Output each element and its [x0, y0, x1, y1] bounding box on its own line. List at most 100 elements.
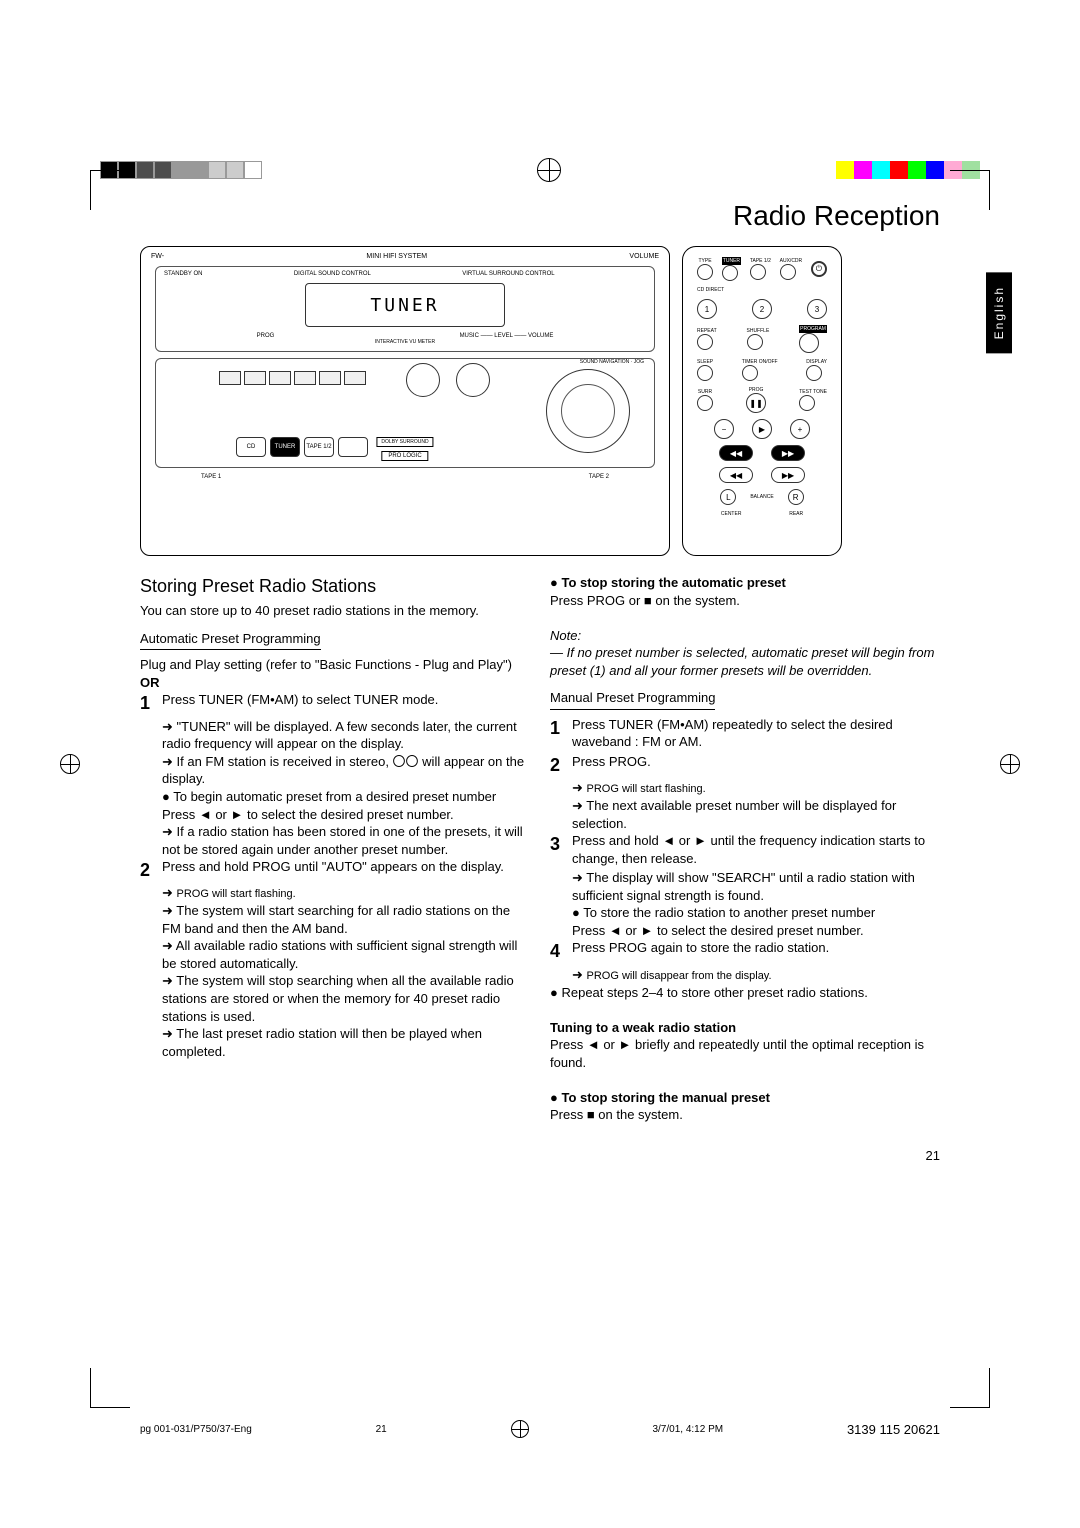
remote-balance-label: BALANCE	[750, 494, 773, 500]
remote-button: 1	[697, 299, 717, 319]
step-detail: PROG will start flashing.	[177, 888, 296, 900]
body-text: Press ■ on the system.	[550, 1106, 940, 1124]
source-cd-button: CD	[236, 437, 266, 457]
remote-tuner-label: TUNER	[722, 257, 741, 265]
source-aux-button	[338, 437, 368, 457]
right-column: ● To stop storing the automatic preset P…	[550, 574, 940, 1124]
body-text: Press ◄ or ► briefly and repeatedly unti…	[550, 1036, 940, 1071]
step-detail: The system will stop searching when all …	[162, 973, 514, 1023]
step-subhead: To begin automatic preset from a desired…	[173, 789, 496, 804]
vu-meter-label: INTERACTIVE VU METER	[164, 339, 646, 345]
subhead: To stop storing the manual preset	[561, 1090, 770, 1105]
remote-sleep-label: SLEEP	[697, 359, 713, 365]
print-footer: pg 001-031/P750/37-Eng 21 3/7/01, 4:12 P…	[140, 1420, 940, 1438]
power-icon: ⏻	[811, 261, 827, 277]
source-tuner-button: TUNER	[270, 437, 300, 457]
page-number: 21	[140, 1148, 940, 1163]
step-detail: The system will start searching for all …	[162, 903, 510, 936]
control-panel: SOUND NAVIGATION · JOG CD TUNER TAPE 1/2…	[155, 358, 655, 468]
page-title: Radio Reception	[140, 200, 940, 232]
crop-corner	[950, 170, 990, 210]
remote-button	[780, 264, 796, 280]
step-number: 1	[140, 691, 162, 715]
footer-code: 3139 115 20621	[847, 1422, 940, 1437]
panel-button	[269, 371, 291, 385]
balance-left: L	[720, 489, 736, 505]
prev-icon: ◀◀	[719, 445, 753, 461]
stereo-front-panel-diagram: FW- MINI HIFI SYSTEM VOLUME STANDBY ON D…	[140, 246, 670, 556]
remote-button	[799, 333, 819, 353]
body-text: Press PROG or ■ on the system.	[550, 592, 940, 610]
intro-text: You can store up to 40 preset radio stat…	[140, 602, 530, 620]
remote-rear-label: REAR	[789, 511, 803, 517]
crop-corner	[950, 1368, 990, 1408]
balance-right: R	[788, 489, 804, 505]
print-crop-marks	[0, 150, 1080, 190]
nav-label: SOUND NAVIGATION · JOG	[580, 359, 644, 365]
dolby-badge: DOLBY SURROUND	[376, 437, 433, 447]
or-label: OR	[140, 675, 160, 690]
subhead: To stop storing the automatic preset	[561, 575, 785, 590]
step-detail: If an FM station is received in stereo, …	[162, 754, 524, 787]
prog-label: PROG	[257, 333, 275, 339]
volume-label: VOLUME	[629, 253, 659, 260]
step-number: 4	[550, 939, 572, 963]
remote-button: 2	[752, 299, 772, 319]
remote-surr-label: SURR	[697, 389, 713, 395]
step-number: 2	[140, 858, 162, 882]
step-number: 1	[550, 716, 572, 751]
step-detail: "TUNER" will be displayed. A few seconds…	[162, 719, 517, 752]
minus-button: −	[714, 419, 734, 439]
remote-button	[697, 264, 713, 280]
volume-dial	[546, 369, 630, 453]
subsection-auto-preset: Automatic Preset Programming	[140, 630, 321, 651]
remote-button	[799, 395, 815, 411]
remote-button	[697, 395, 713, 411]
registration-mark-bottom	[511, 1420, 529, 1438]
remote-button: 3	[807, 299, 827, 319]
ffwd-icon: ▶▶	[771, 467, 805, 483]
panel-button	[319, 371, 341, 385]
dsc-label: DIGITAL SOUND CONTROL	[294, 271, 371, 277]
note-text: — If no preset number is selected, autom…	[550, 645, 934, 678]
remote-button	[697, 365, 713, 381]
page-content: Radio Reception English FW- MINI HIFI SY…	[140, 200, 940, 1163]
remote-button	[722, 265, 738, 281]
step-detail: Press ◄ or ► to select the desired prese…	[550, 922, 940, 940]
footer-date: 3/7/01, 4:12 PM	[652, 1424, 723, 1435]
remote-timer-label: TIMER ON/OFF	[742, 359, 778, 365]
vsc-label: VIRTUAL SURROUND CONTROL	[462, 271, 554, 277]
registration-mark-top	[537, 158, 561, 182]
remote-program-label: PROGRAM	[799, 325, 827, 333]
step-detail: If a radio station has been stored in on…	[162, 824, 523, 857]
step-text: Press and hold ◄ or ► until the frequenc…	[572, 832, 940, 867]
step-detail: PROG will disappear from the display.	[587, 970, 772, 982]
step-text: Press TUNER (FM•AM) repeatedly to select…	[572, 716, 940, 751]
remote-button	[697, 334, 713, 350]
remote-control-diagram: TYPE TUNER TAPE 1/2 AUX/CDR ⏻ CD DIRECT …	[682, 246, 842, 556]
body-columns: Storing Preset Radio Stations You can st…	[140, 574, 940, 1124]
device-diagrams: FW- MINI HIFI SYSTEM VOLUME STANDBY ON D…	[140, 246, 940, 556]
note-head: Note:	[550, 628, 581, 643]
step-detail: All available radio stations with suffic…	[162, 938, 517, 971]
left-column: Storing Preset Radio Stations You can st…	[140, 574, 530, 1124]
rewind-icon: ◀◀	[719, 467, 753, 483]
jog-dial	[406, 363, 440, 397]
remote-shuffle-label: SHUFFLE	[747, 328, 770, 334]
step-detail: Press ◄ or ► to select the desired prese…	[140, 806, 530, 824]
source-buttons: CD TUNER TAPE 1/2	[236, 437, 368, 457]
registration-mark-left	[60, 754, 80, 774]
level-label: MUSIC —— LEVEL —— VOLUME	[460, 333, 554, 339]
step-text: Press and hold PROG until "AUTO" appears…	[162, 858, 504, 882]
panel-button	[219, 371, 241, 385]
panel-button	[294, 371, 316, 385]
step-text: Press PROG.	[572, 753, 651, 777]
subsection-manual-preset: Manual Preset Programming	[550, 689, 715, 710]
pause-icon: ❚❚	[746, 393, 766, 413]
brand-label: MINI HIFI SYSTEM	[366, 253, 427, 260]
step-detail: The last preset radio station will then …	[162, 1026, 482, 1059]
step-text: Press TUNER (FM•AM) to select TUNER mode…	[162, 691, 438, 715]
display-panel: STANDBY ON DIGITAL SOUND CONTROL VIRTUAL…	[155, 266, 655, 352]
remote-center-label: CENTER	[721, 511, 742, 517]
remote-prog-label: PROG	[746, 387, 766, 393]
